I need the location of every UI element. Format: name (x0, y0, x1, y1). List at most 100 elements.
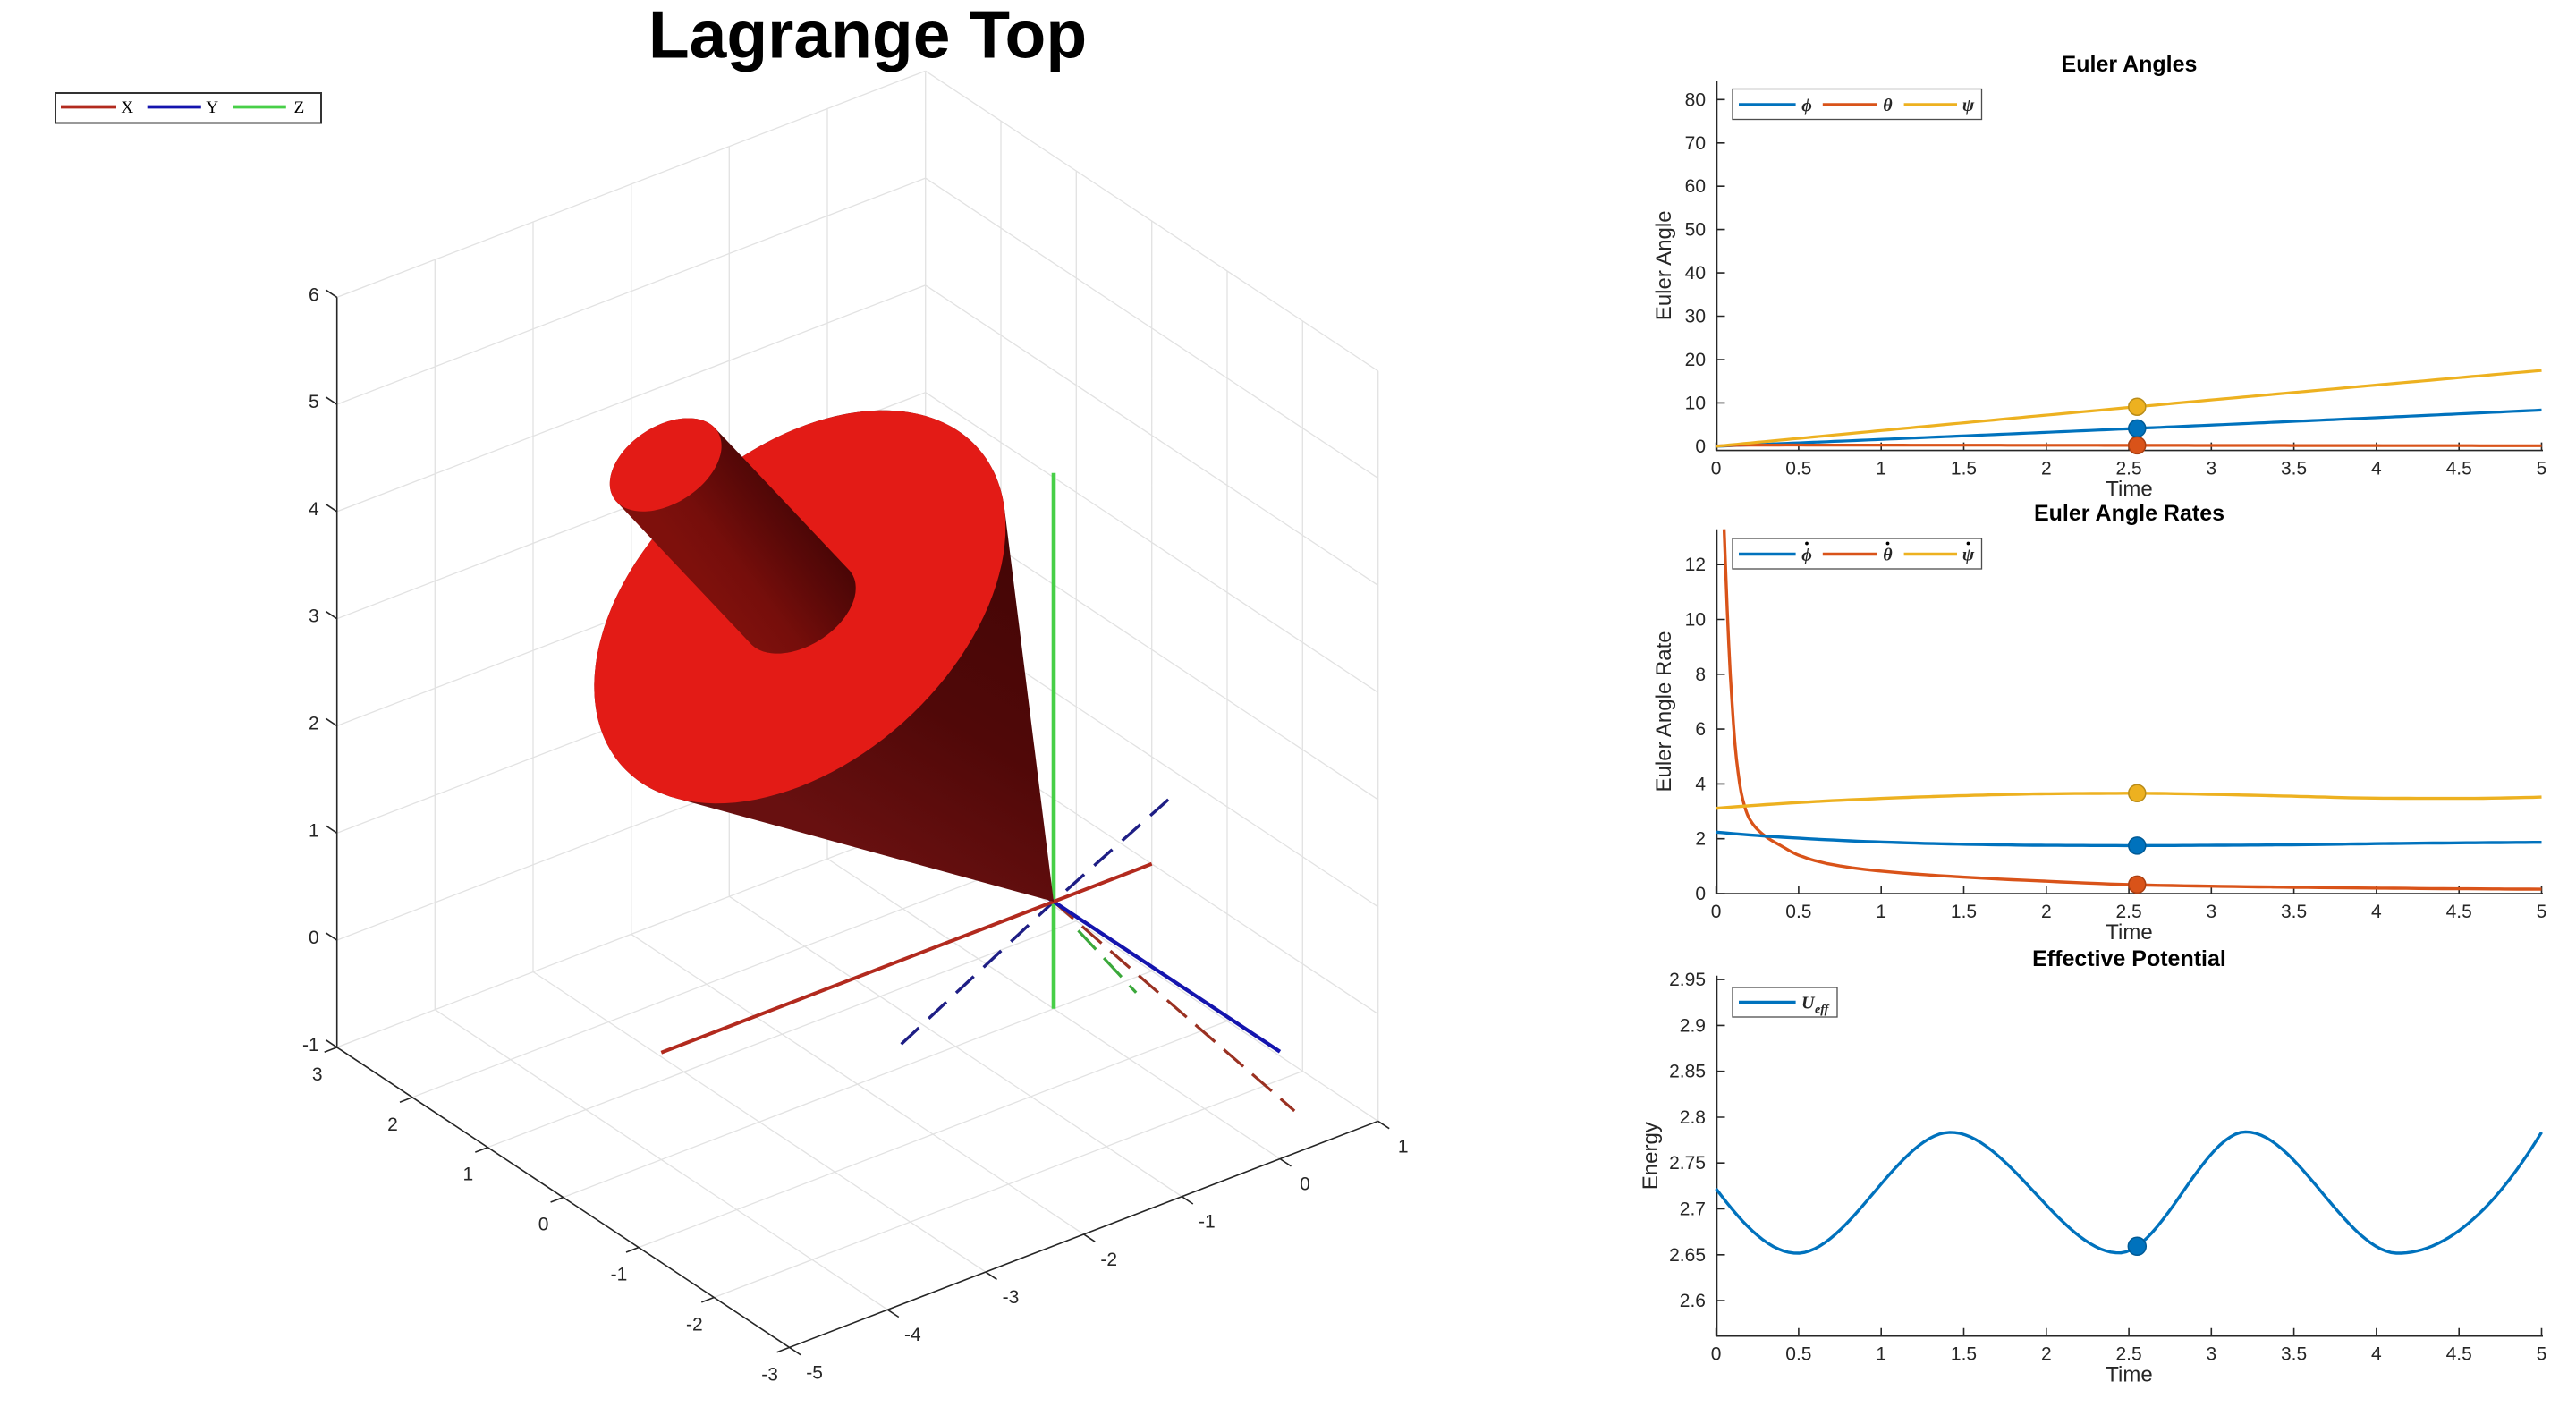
svg-text:θ: θ (1883, 546, 1893, 565)
svg-text:20: 20 (1685, 350, 1706, 370)
svg-text:2.5: 2.5 (2115, 1344, 2141, 1365)
svg-text:-1: -1 (302, 1035, 319, 1055)
svg-text:5: 5 (2537, 1344, 2547, 1365)
svg-text:8: 8 (1695, 665, 1706, 685)
svg-text:-3: -3 (761, 1364, 778, 1385)
svg-text:4: 4 (1695, 774, 1706, 794)
svg-text:eff: eff (1815, 1004, 1830, 1017)
svg-text:Time: Time (2106, 920, 2152, 945)
svg-text:0: 0 (1695, 884, 1706, 904)
svg-text:5: 5 (2537, 902, 2547, 922)
svg-text:1.5: 1.5 (1951, 1344, 1977, 1365)
svg-text:1: 1 (1876, 902, 1886, 922)
svg-text:70: 70 (1685, 133, 1706, 154)
svg-text:2: 2 (1695, 829, 1706, 850)
svg-text:2.8: 2.8 (1680, 1107, 1706, 1128)
svg-text:2.95: 2.95 (1669, 970, 1706, 990)
svg-text:1: 1 (1876, 459, 1886, 479)
svg-text:6: 6 (309, 284, 319, 305)
svg-text:2.9: 2.9 (1680, 1015, 1706, 1036)
svg-text:-1: -1 (1199, 1212, 1216, 1233)
svg-text:Euler Angle: Euler Angle (1652, 210, 1676, 320)
svg-text:80: 80 (1685, 89, 1706, 110)
svg-text:-2: -2 (686, 1315, 703, 1335)
svg-text:2: 2 (309, 714, 319, 734)
svg-text:60: 60 (1685, 176, 1706, 197)
svg-text:Energy: Energy (1639, 1122, 1663, 1190)
svg-text:4.5: 4.5 (2446, 459, 2472, 479)
svg-text:1.5: 1.5 (1951, 459, 1977, 479)
svg-text:1.5: 1.5 (1951, 902, 1977, 922)
svg-text:4: 4 (2371, 902, 2382, 922)
svg-text:2.7: 2.7 (1680, 1199, 1706, 1220)
svg-text:4: 4 (2371, 459, 2382, 479)
svg-text:5: 5 (2537, 459, 2547, 479)
svg-text:10: 10 (1685, 393, 1706, 413)
svg-text:Y: Y (206, 98, 218, 117)
svg-text:0: 0 (1300, 1174, 1310, 1195)
svg-text:-5: -5 (806, 1362, 823, 1383)
svg-text:3: 3 (2206, 459, 2216, 479)
svg-text:2.85: 2.85 (1669, 1062, 1706, 1082)
svg-text:2.6: 2.6 (1680, 1291, 1706, 1311)
svg-text:2.75: 2.75 (1669, 1153, 1706, 1174)
svg-text:Euler Angles: Euler Angles (2062, 52, 2198, 77)
svg-text:2: 2 (387, 1115, 398, 1135)
svg-text:3.5: 3.5 (2281, 902, 2307, 922)
svg-text:Lagrange Top: Lagrange Top (648, 0, 1087, 72)
svg-text:ϕ: ϕ (1801, 546, 1812, 565)
svg-text:4: 4 (2371, 1344, 2382, 1365)
svg-text:Euler Angle Rates: Euler Angle Rates (2034, 501, 2224, 526)
svg-text:4.5: 4.5 (2446, 902, 2472, 922)
svg-text:2: 2 (2041, 459, 2052, 479)
svg-text:0: 0 (309, 928, 319, 948)
svg-text:10: 10 (1685, 610, 1706, 631)
svg-text:Time: Time (2106, 478, 2152, 502)
svg-text:X: X (121, 98, 133, 117)
svg-text:1: 1 (1876, 1344, 1886, 1365)
svg-text:U: U (1801, 994, 1816, 1013)
svg-text:3: 3 (2206, 902, 2216, 922)
svg-text:2.5: 2.5 (2115, 902, 2141, 922)
svg-text:Z: Z (294, 98, 305, 117)
svg-text:2: 2 (2041, 902, 2052, 922)
svg-text:3.5: 3.5 (2281, 459, 2307, 479)
svg-text:0: 0 (538, 1215, 549, 1235)
svg-text:1: 1 (309, 820, 319, 841)
svg-text:4: 4 (309, 499, 319, 520)
svg-text:ϕ: ϕ (1801, 96, 1812, 115)
svg-text:-3: -3 (1003, 1287, 1020, 1308)
svg-text:3.5: 3.5 (2281, 1344, 2307, 1365)
svg-text:2.5: 2.5 (2115, 459, 2141, 479)
svg-text:3: 3 (309, 606, 319, 627)
svg-text:0.5: 0.5 (1785, 1344, 1811, 1365)
svg-text:-2: -2 (1100, 1250, 1117, 1270)
svg-text:Time: Time (2106, 1363, 2152, 1387)
svg-text:2: 2 (2041, 1344, 2052, 1365)
svg-text:4.5: 4.5 (2446, 1344, 2472, 1365)
svg-text:0: 0 (1711, 1344, 1722, 1365)
svg-text:ψ: ψ (1962, 96, 1975, 115)
svg-text:12: 12 (1685, 555, 1706, 575)
svg-text:ψ: ψ (1962, 546, 1975, 565)
svg-text:0: 0 (1695, 437, 1706, 457)
svg-text:5: 5 (309, 392, 319, 412)
svg-text:3: 3 (2206, 1344, 2216, 1365)
svg-text:1: 1 (1398, 1136, 1409, 1157)
svg-text:-1: -1 (611, 1265, 628, 1285)
svg-text:30: 30 (1685, 307, 1706, 327)
svg-text:Euler Angle Rate: Euler Angle Rate (1652, 631, 1676, 792)
svg-text:0.5: 0.5 (1785, 459, 1811, 479)
svg-text:3: 3 (312, 1064, 323, 1085)
svg-text:50: 50 (1685, 220, 1706, 241)
svg-text:1: 1 (462, 1165, 473, 1185)
svg-text:Effective Potential: Effective Potential (2032, 946, 2226, 971)
svg-text:40: 40 (1685, 263, 1706, 284)
svg-text:2.65: 2.65 (1669, 1245, 1706, 1266)
svg-text:0: 0 (1711, 902, 1722, 922)
svg-text:0.5: 0.5 (1785, 902, 1811, 922)
svg-text:-4: -4 (904, 1325, 921, 1345)
svg-text:6: 6 (1695, 719, 1706, 740)
svg-text:0: 0 (1711, 459, 1722, 479)
svg-text:θ: θ (1883, 96, 1893, 115)
